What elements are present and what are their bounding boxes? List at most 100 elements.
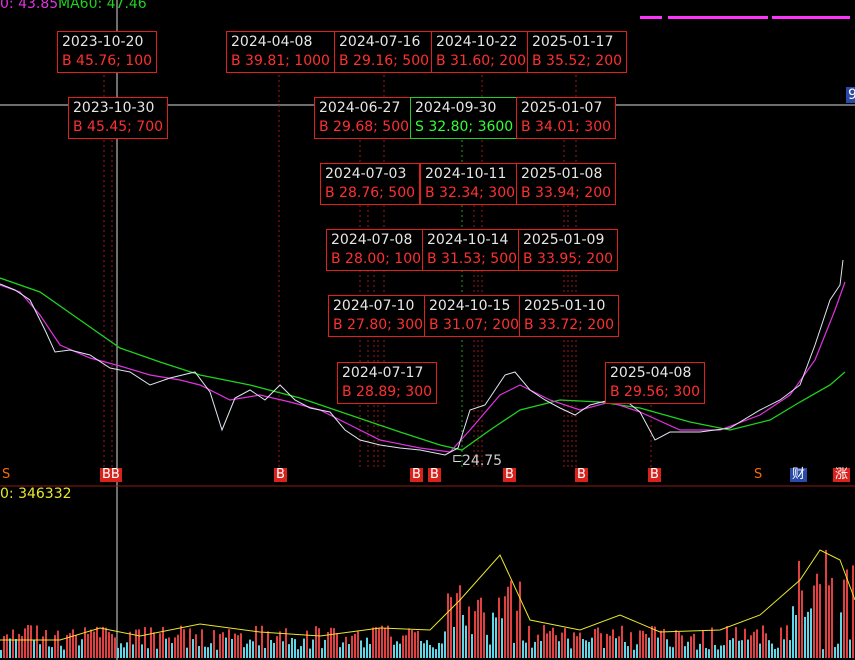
volume-bar xyxy=(450,597,452,658)
volume-bar xyxy=(636,644,638,658)
volume-bar xyxy=(141,644,143,658)
volume-bar xyxy=(402,635,404,658)
volume-bar xyxy=(81,639,83,658)
volume-bar xyxy=(648,637,650,658)
trade-detail: B 28.00; 100 xyxy=(331,251,422,267)
trade-detail: B 45.45; 700 xyxy=(73,119,164,135)
volume-bar xyxy=(852,565,854,658)
volume-bar xyxy=(360,640,362,658)
toolbar-dashes xyxy=(640,16,850,19)
trade-date: 2024-10-14 xyxy=(427,232,509,248)
volume-bar xyxy=(666,639,668,658)
volume-bar xyxy=(300,646,302,658)
volume-bar xyxy=(357,631,359,658)
trade-date: 2024-10-22 xyxy=(436,34,518,50)
volume-bar xyxy=(792,606,794,658)
volume-bar xyxy=(282,641,284,658)
trade-marker: B xyxy=(648,467,661,482)
volume-bar xyxy=(303,638,305,658)
trade-detail: B 29.68; 500 xyxy=(319,119,410,135)
volume-bar xyxy=(810,608,812,658)
volume-bar xyxy=(12,629,14,658)
volume-bar xyxy=(645,633,647,658)
ma-short-label: 0: 43.85 xyxy=(0,0,59,12)
volume-bar xyxy=(531,647,533,658)
volume-bar xyxy=(594,628,596,658)
volume-bar xyxy=(633,649,635,658)
volume-bar xyxy=(708,649,710,658)
volume-bar xyxy=(675,630,677,658)
volume-bar xyxy=(267,631,269,658)
trade-detail: B 31.60; 200 xyxy=(436,53,527,69)
volume-bar xyxy=(6,634,8,658)
volume-bar xyxy=(507,586,509,658)
volume-bar xyxy=(264,647,266,658)
volume-bar xyxy=(0,650,2,658)
volume-bar xyxy=(249,639,251,658)
trade-detail: B 29.56; 300 xyxy=(610,384,701,400)
volume-bar xyxy=(324,639,326,658)
trade-marker: B xyxy=(410,467,423,482)
volume-bar xyxy=(564,628,566,658)
volume-bar xyxy=(834,647,836,658)
volume-bar xyxy=(795,615,797,658)
volume-bar xyxy=(24,628,26,658)
trade-box: 2023-10-30 B 45.45; 700 xyxy=(68,97,169,139)
volume-bar xyxy=(309,648,311,658)
volume-bar xyxy=(843,579,845,658)
trade-marker: B xyxy=(503,467,516,482)
volume-bar xyxy=(75,635,77,658)
trade-detail: B 27.80; 300 xyxy=(333,317,424,333)
volume-bar xyxy=(318,628,320,658)
trade-detail: B 33.95; 200 xyxy=(523,251,614,267)
trade-marker: 涨 xyxy=(833,467,851,482)
volume-bar xyxy=(147,648,149,658)
volume-bar xyxy=(681,635,683,658)
volume-bar xyxy=(813,585,815,658)
volume-bar xyxy=(177,634,179,658)
volume-bar xyxy=(84,627,86,658)
volume-bar xyxy=(114,637,116,658)
volume-bar xyxy=(255,625,257,658)
volume-bar xyxy=(522,640,524,658)
volume-bar xyxy=(798,560,800,658)
volume-bar xyxy=(72,629,74,658)
trade-detail: B 33.94; 200 xyxy=(521,185,612,201)
volume-bar xyxy=(630,632,632,658)
volume-bar xyxy=(552,627,554,658)
volume-bar xyxy=(777,647,779,658)
volume-bar xyxy=(441,643,443,658)
volume-bar xyxy=(825,549,827,658)
trade-detail: B 32.34; 300 xyxy=(425,185,516,201)
volume-bar xyxy=(672,647,674,658)
volume-bar xyxy=(315,626,317,658)
volume-bar xyxy=(465,625,467,658)
trade-box: 2024-09-30 S 32.80; 3600 xyxy=(410,97,519,139)
volume-bar xyxy=(330,627,332,658)
volume-bar xyxy=(651,625,653,658)
trade-date: 2025-04-08 xyxy=(610,365,692,381)
volume-bar xyxy=(570,648,572,658)
trade-box: 2025-01-09 B 33.95; 200 xyxy=(518,229,619,271)
volume-bar xyxy=(474,611,476,658)
trade-detail: B 34.01; 300 xyxy=(521,119,612,135)
volume-bar xyxy=(363,647,365,658)
volume-bar xyxy=(762,625,764,658)
volume-bar xyxy=(486,634,488,658)
volume-bar xyxy=(429,644,431,658)
volume-bar xyxy=(390,636,392,658)
volume-bar xyxy=(756,629,758,658)
volume-bar xyxy=(627,646,629,658)
trade-date: 2024-06-27 xyxy=(319,100,401,116)
volume-bar xyxy=(342,642,344,658)
volume-bar xyxy=(588,642,590,658)
volume-bar xyxy=(729,640,731,658)
volume-bar xyxy=(87,633,89,658)
volume-bar xyxy=(201,629,203,658)
volume-bar xyxy=(159,633,161,658)
trade-box: 2024-07-03 B 28.76; 500 xyxy=(320,163,421,205)
volume-bar xyxy=(624,641,626,658)
trade-box: 2024-07-17 B 28.89; 300 xyxy=(337,362,438,404)
trade-box: 2024-10-14 B 31.53; 500 xyxy=(422,229,523,271)
volume-bar xyxy=(36,625,38,658)
